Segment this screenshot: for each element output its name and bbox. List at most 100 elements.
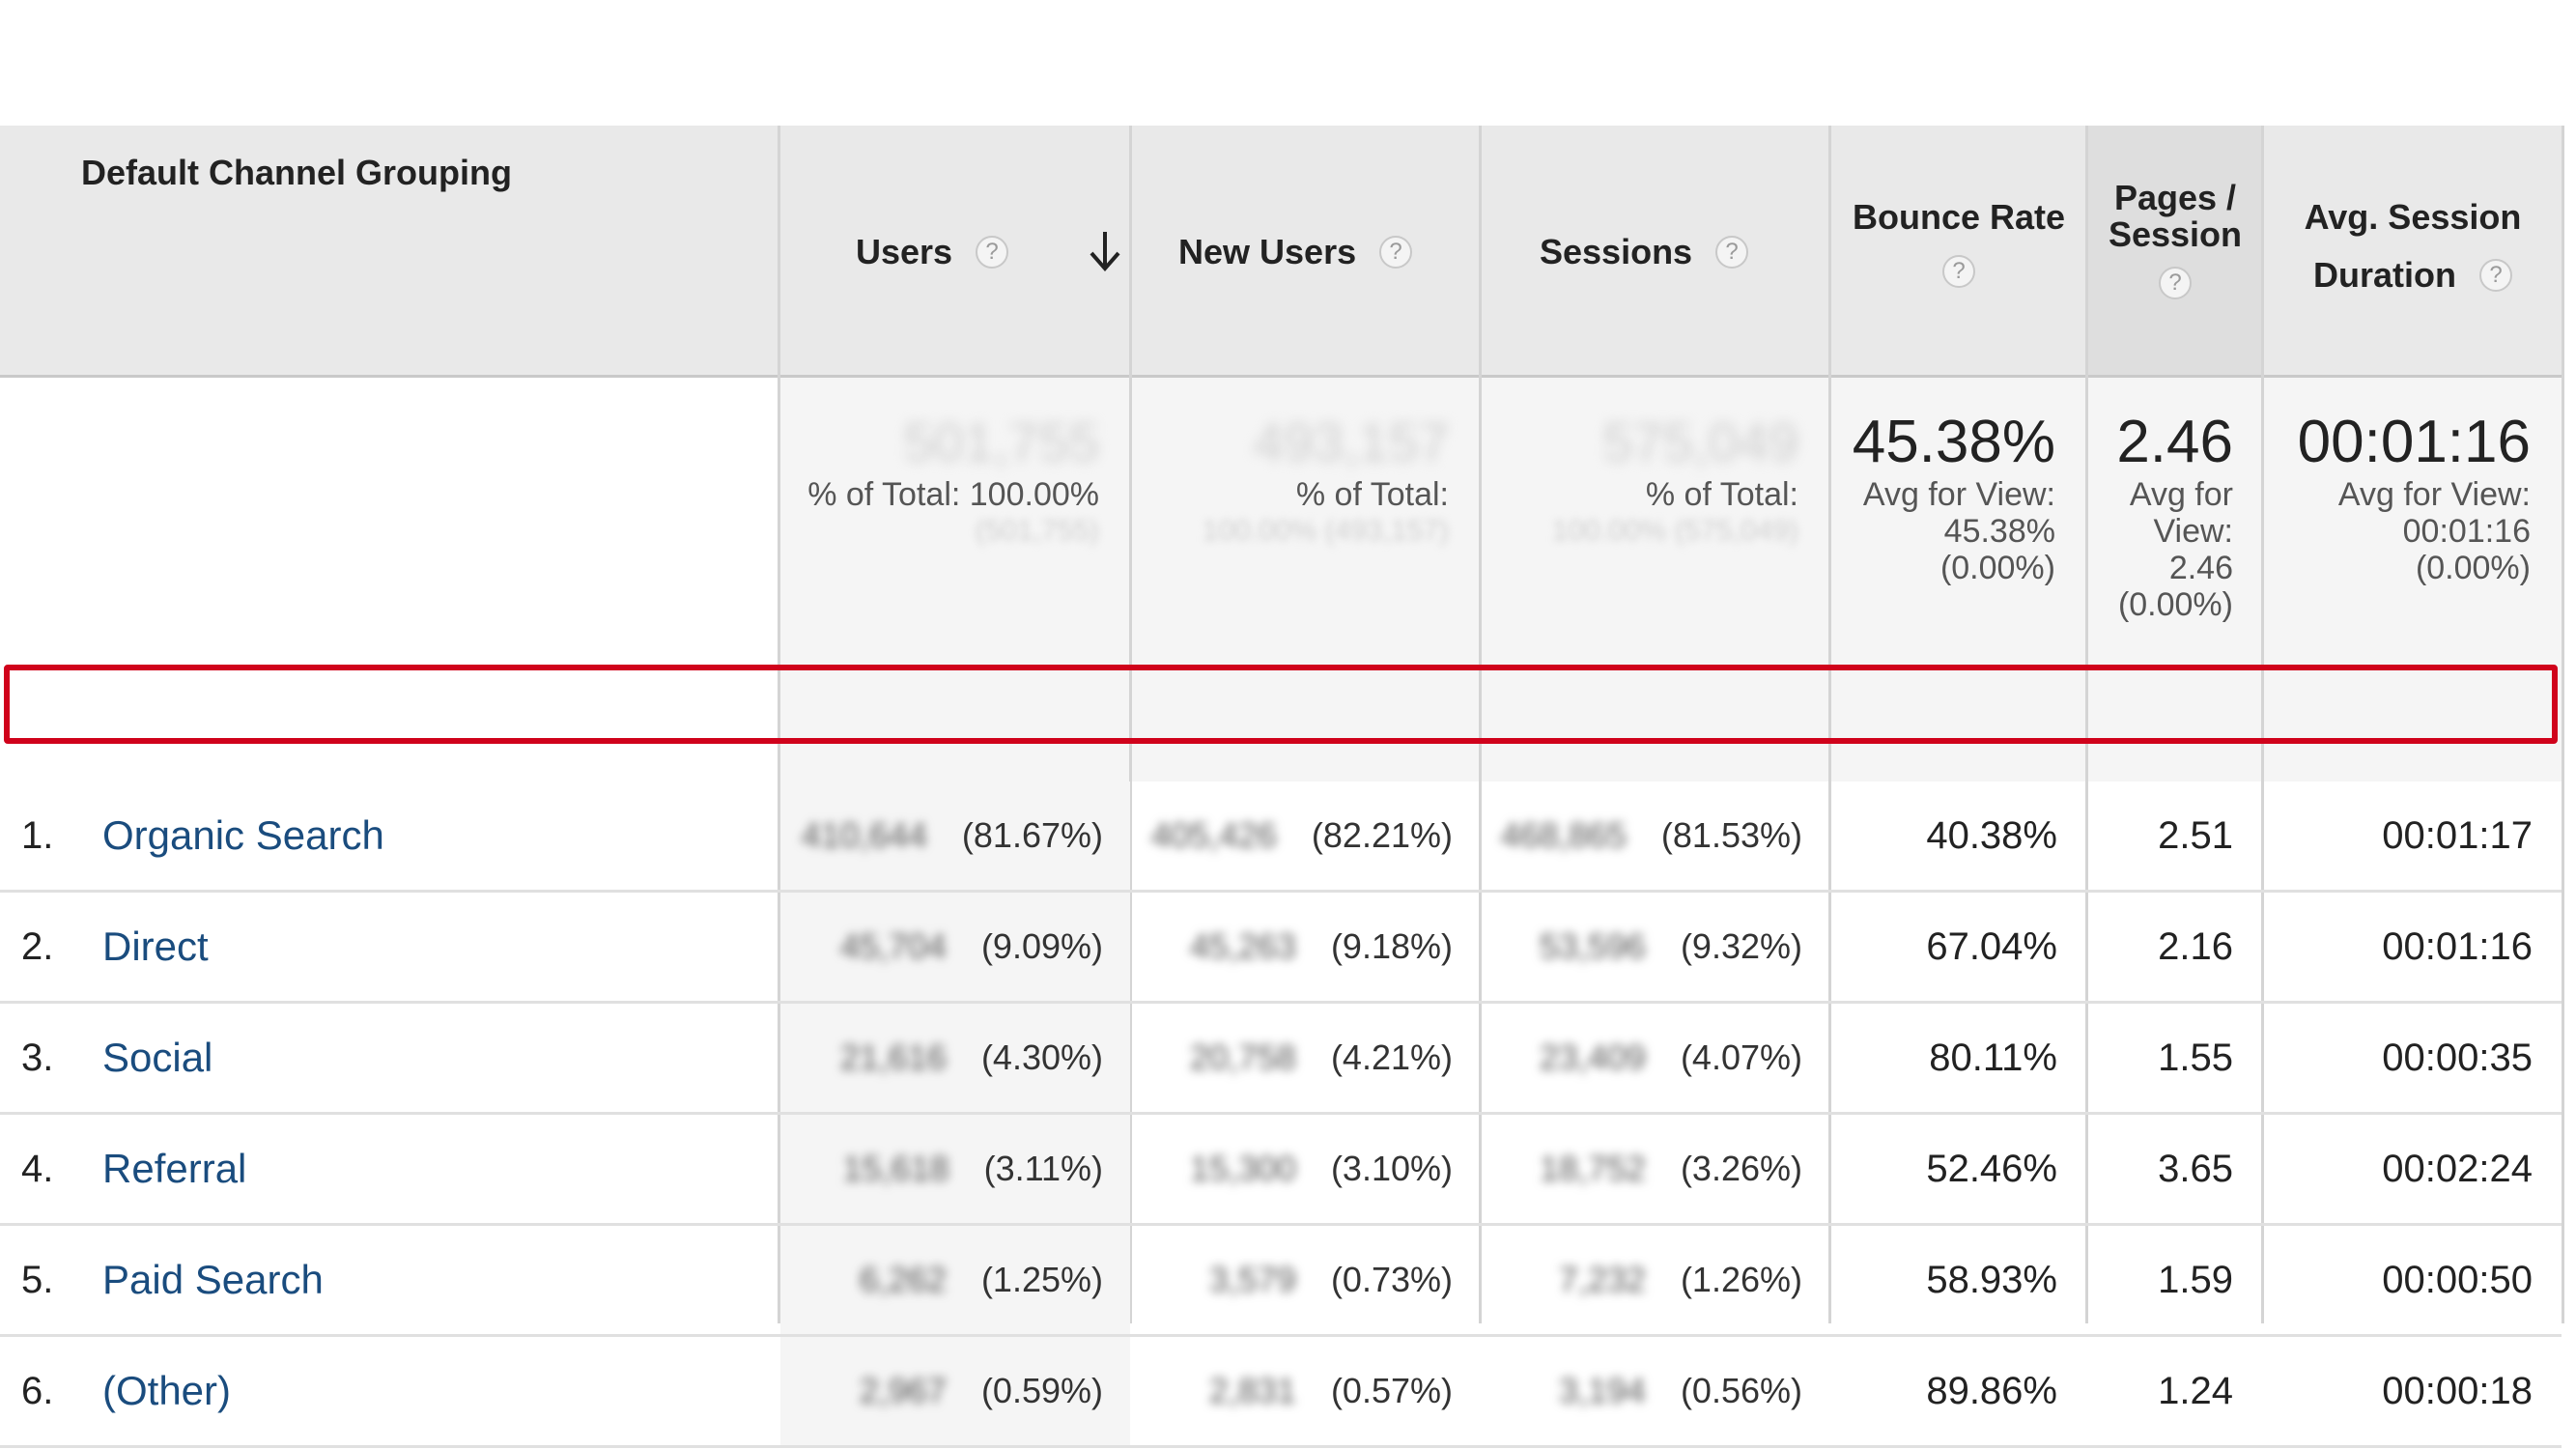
users-pct: (1.25%) <box>980 1260 1103 1299</box>
row-divider <box>0 1112 2562 1115</box>
sessions-value: 3,194 <box>1558 1371 1646 1410</box>
pages-value: 1.24 <box>2158 1369 2233 1412</box>
users-cell: 410,644 (81.67%) <box>780 781 1130 890</box>
header-bounce-rate[interactable]: Bounce Rate ? <box>1831 126 2086 375</box>
summary-bounce-value: 45.38% <box>1852 409 2055 475</box>
summary-sessions: 575,049 % of Total: 100.00% (575,049) <box>1482 378 1829 781</box>
channel-link[interactable]: Organic Search <box>102 812 384 858</box>
channel-link[interactable]: (Other) <box>102 1368 232 1413</box>
header-default-channel-grouping[interactable]: Default Channel Grouping <box>0 126 778 375</box>
sessions-pct: (4.07%) <box>1680 1037 1802 1077</box>
sessions-pct: (81.53%) <box>1660 815 1802 855</box>
summary-new-users-sub: 100.00% (493,157) <box>1202 515 1449 547</box>
pages-cell: 1.59 <box>2088 1226 2262 1334</box>
table-row[interactable]: 6. (Other) 2,967 (0.59%) 2,831 (0.57%) 3,1… <box>0 1337 2562 1445</box>
summary-users: 501,755 % of Total: 100.00% (501,755) <box>780 378 1130 781</box>
table-row[interactable]: 2. Direct 45,704 (9.09%) 45,263 (9.18%) 53… <box>0 893 2562 1001</box>
row-number: 5. <box>21 1258 54 1301</box>
row-divider <box>0 1001 2562 1004</box>
help-icon[interactable]: ? <box>1715 236 1749 269</box>
header-sessions[interactable]: Sessions ? <box>1482 126 1829 375</box>
new-users-pct: (3.10%) <box>1330 1149 1453 1188</box>
header-new-users[interactable]: New Users ? <box>1132 126 1480 375</box>
summary-users-pct: % of Total: 100.00% <box>807 476 1099 513</box>
column-divider <box>1828 126 1831 1323</box>
summary-pages-session: 2.46 Avg for View: 2.46 (0.00%) <box>2088 378 2262 781</box>
channel-link[interactable]: Social <box>102 1035 213 1080</box>
header-users[interactable]: Users ? <box>780 126 1130 375</box>
channel-cell: 3. Social <box>0 1004 778 1112</box>
channel-link[interactable]: Paid Search <box>102 1257 324 1302</box>
sessions-value: 7,232 <box>1558 1260 1646 1299</box>
bounce-value: 80.11% <box>1929 1036 2057 1079</box>
row-divider <box>0 890 2562 893</box>
users-value: 6,262 <box>859 1260 947 1299</box>
summary-duration-label: Avg for View: <box>2337 476 2531 513</box>
users-value: 410,644 <box>801 815 927 855</box>
summary-avg-duration: 00:01:16 Avg for View: 00:01:16 (0.00%) <box>2264 378 2562 781</box>
bounce-value: 67.04% <box>1926 924 2057 968</box>
pages-value: 2.51 <box>2158 813 2233 857</box>
column-divider <box>2562 126 2564 1323</box>
new-users-value: 2,831 <box>1208 1371 1296 1410</box>
highlight-box <box>4 665 2558 744</box>
row-number: 6. <box>21 1369 54 1412</box>
table-row[interactable]: 3. Social 21,616 (4.30%) 20,758 (4.21%) 23… <box>0 1004 2562 1112</box>
pages-cell: 2.51 <box>2088 781 2262 890</box>
header-label-dimension: Default Channel Grouping <box>81 153 512 192</box>
table-row[interactable]: 1. Organic Search 410,644 (81.67%) 405,42… <box>0 781 2562 890</box>
summary-pages-label-1: Avg for <box>2129 476 2233 513</box>
header-divider <box>0 375 2562 378</box>
column-divider <box>2085 126 2088 1323</box>
help-icon[interactable]: ? <box>2479 259 2512 292</box>
help-icon[interactable]: ? <box>1942 255 1975 288</box>
channel-link[interactable]: Referral <box>102 1146 247 1191</box>
table-row[interactable]: 5. Paid Search 6,262 (1.25%) 3,579 (0.73%)… <box>0 1226 2562 1334</box>
channel-link[interactable]: Direct <box>102 923 209 969</box>
new-users-cell: 405,426 (82.21%) <box>1132 781 1480 890</box>
row-divider <box>0 1334 2562 1337</box>
channel-cell: 4. Referral <box>0 1115 778 1223</box>
pages-value: 1.55 <box>2158 1036 2233 1079</box>
arrow-down-icon[interactable] <box>1088 230 1122 272</box>
summary-pages-value: 2.46 <box>2116 409 2233 475</box>
sessions-pct: (3.26%) <box>1680 1149 1802 1188</box>
summary-sessions-pct: % of Total: <box>1645 476 1798 513</box>
header-pages-session[interactable]: Pages / Session ? <box>2088 126 2262 375</box>
sessions-cell: 3,194 (0.56%) <box>1482 1337 1829 1445</box>
column-divider <box>1479 126 1482 1323</box>
table-row[interactable]: 4. Referral 15,618 (3.11%) 15,300 (3.10%) … <box>0 1115 2562 1223</box>
sessions-cell: 23,409 (4.07%) <box>1482 1004 1829 1112</box>
bounce-cell: 89.86% <box>1831 1337 2086 1445</box>
summary-pages-label-2: View: <box>2153 513 2233 550</box>
row-number: 1. <box>21 813 54 857</box>
users-cell: 2,967 (0.59%) <box>780 1337 1130 1445</box>
users-value: 15,618 <box>842 1149 949 1188</box>
summary-users-total: 501,755 <box>903 412 1099 472</box>
summary-pages-delta: (0.00%) <box>2117 586 2233 623</box>
pages-value: 1.59 <box>2158 1258 2233 1301</box>
header-label-duration-2: Duration <box>2313 255 2456 295</box>
duration-cell: 00:00:35 <box>2264 1004 2562 1112</box>
help-icon[interactable]: ? <box>2159 267 2192 299</box>
summary-duration-value: 00:01:16 <box>2297 409 2531 475</box>
users-cell: 45,704 (9.09%) <box>780 893 1130 1001</box>
bounce-cell: 58.93% <box>1831 1226 2086 1334</box>
header-label-users: Users <box>856 232 953 271</box>
header-label-new-users: New Users <box>1178 232 1357 271</box>
users-pct: (9.09%) <box>980 926 1103 966</box>
sessions-pct: (1.26%) <box>1680 1260 1802 1299</box>
summary-row: 501,755 % of Total: 100.00% (501,755) 49… <box>0 378 2562 781</box>
help-icon[interactable]: ? <box>976 236 1009 269</box>
help-icon[interactable]: ? <box>1379 236 1413 269</box>
duration-value: 00:01:16 <box>2382 924 2533 968</box>
header-avg-session-duration[interactable]: Avg. Session Duration ? <box>2264 126 2562 375</box>
new-users-pct: (82.21%) <box>1311 815 1453 855</box>
users-value: 2,967 <box>859 1371 947 1410</box>
new-users-value: 45,263 <box>1189 926 1296 966</box>
new-users-cell: 20,758 (4.21%) <box>1132 1004 1480 1112</box>
row-number: 4. <box>21 1147 54 1190</box>
bounce-cell: 52.46% <box>1831 1115 2086 1223</box>
header-label-duration-1: Avg. Session <box>2304 197 2522 237</box>
pages-cell: 2.16 <box>2088 893 2262 1001</box>
